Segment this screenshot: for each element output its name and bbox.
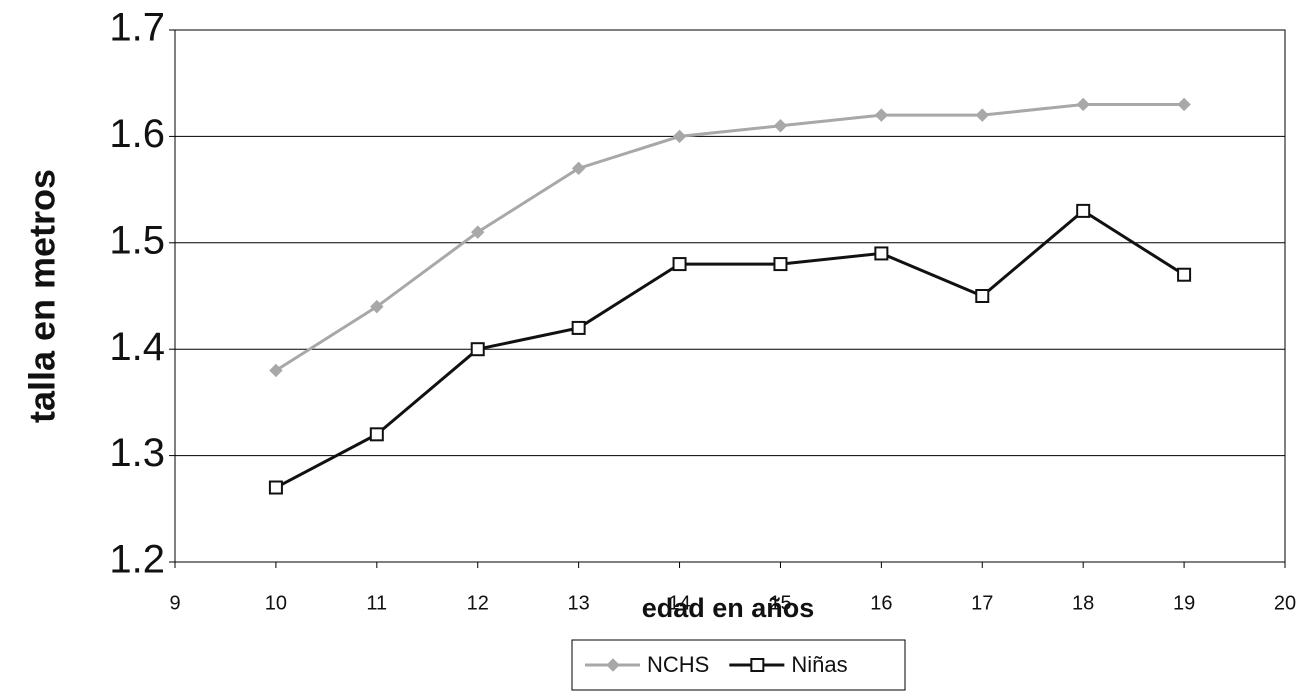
data-point — [470, 342, 485, 357]
x-tick-label: 9 — [169, 592, 180, 614]
x-tick-label: 16 — [870, 592, 892, 614]
legend: NCHS Niñas — [571, 639, 906, 691]
data-point — [268, 480, 283, 495]
legend-label: Niñas — [791, 652, 847, 677]
x-tick-label: 14 — [668, 592, 690, 614]
data-point — [471, 225, 485, 239]
series-line — [275, 209, 1185, 489]
x-tick-label: 11 — [366, 592, 387, 614]
legend-marker — [750, 658, 765, 672]
data-point — [672, 129, 687, 144]
x-tick-label: 19 — [1173, 592, 1195, 614]
x-tick-label: 15 — [769, 592, 791, 614]
x-tick-label: 20 — [1274, 592, 1296, 614]
data-point — [975, 108, 989, 122]
data-point — [1076, 97, 1090, 112]
y-tick-label: 1.3 — [109, 431, 165, 475]
legend-marker — [606, 658, 620, 672]
data-point — [1177, 97, 1191, 112]
x-axis-label: edad en años — [642, 593, 815, 623]
y-tick-label: 1.6 — [109, 112, 165, 156]
x-tick-label: 17 — [971, 592, 993, 614]
x-tick-label: 10 — [265, 592, 287, 614]
data-point — [874, 246, 889, 261]
series-line — [275, 102, 1185, 372]
y-tick-label: 1.5 — [109, 218, 165, 262]
y-axis-label: talla en metros — [22, 169, 63, 423]
data-point — [975, 289, 990, 303]
x-tick-label: 12 — [467, 592, 489, 614]
data-point — [773, 119, 788, 133]
data-point — [1177, 267, 1192, 282]
x-tick-label: 13 — [568, 592, 590, 614]
y-tick-label: 1.4 — [109, 325, 165, 369]
data-point — [571, 161, 586, 176]
legend-label: NCHS — [647, 652, 709, 677]
data-point — [672, 257, 687, 272]
x-tick-label: 18 — [1072, 592, 1094, 614]
data-point — [571, 320, 586, 335]
data-point — [874, 108, 889, 122]
y-tick-label: 1.7 — [109, 6, 165, 50]
data-point — [370, 299, 384, 314]
data-point — [369, 427, 384, 442]
data-point — [1076, 203, 1091, 218]
data-point — [269, 363, 283, 378]
data-point — [773, 257, 788, 272]
plot-area — [174, 29, 1286, 563]
y-tick-label: 1.2 — [109, 538, 165, 582]
